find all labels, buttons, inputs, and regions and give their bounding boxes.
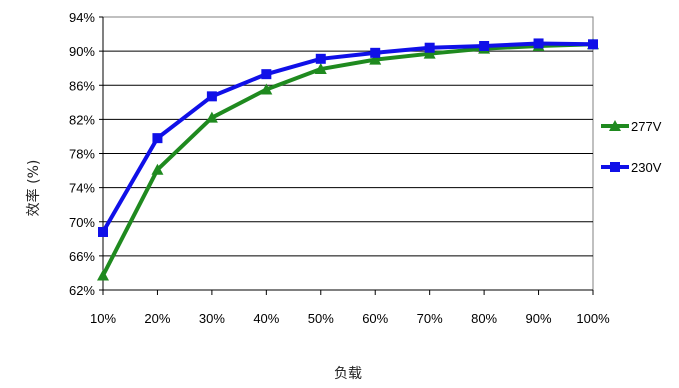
x-tick-label: 60% <box>362 311 388 326</box>
data-point <box>533 38 544 49</box>
x-tick-label: 100% <box>576 311 610 326</box>
data-point <box>97 269 109 281</box>
x-tick-label: 20% <box>144 311 170 326</box>
x-axis-title: 负载 <box>334 366 362 382</box>
x-tick-label: 90% <box>526 311 552 326</box>
data-point <box>479 41 490 52</box>
x-tick-label: 80% <box>471 311 497 326</box>
data-point <box>369 53 382 65</box>
data-point <box>206 91 217 102</box>
data-point <box>98 226 108 237</box>
data-point <box>152 133 163 144</box>
y-axis-ticks: 62% 66% 70% 74% 78% 82% 86% 90% 94% <box>69 10 104 298</box>
series-lines <box>97 38 599 281</box>
data-point <box>205 111 218 123</box>
x-tick-label: 30% <box>199 311 225 326</box>
data-point <box>261 69 272 80</box>
data-point <box>315 53 326 64</box>
y-tick-label: 78% <box>69 147 95 162</box>
legend-item: 230V <box>601 160 662 175</box>
data-point <box>151 163 164 175</box>
x-tick-label: 40% <box>253 311 279 326</box>
data-point <box>314 63 327 75</box>
y-tick-label: 90% <box>69 44 95 59</box>
y-tick-label: 70% <box>69 215 95 230</box>
legend-marker <box>609 120 621 131</box>
series-line <box>101 41 594 233</box>
y-tick-label: 62% <box>69 283 95 298</box>
series-line <box>101 42 594 277</box>
legend-label: 277V <box>631 119 662 134</box>
legend-label: 230V <box>631 160 662 175</box>
y-tick-label: 66% <box>69 249 95 264</box>
y-tick-label: 74% <box>69 181 95 196</box>
series-230V <box>98 38 598 237</box>
y-tick-label: 94% <box>69 10 95 25</box>
y-axis-title: 效率 (%) <box>25 160 42 217</box>
data-point <box>260 83 273 95</box>
legend: 277V 230V <box>601 119 662 175</box>
y-tick-label: 86% <box>69 78 95 93</box>
data-point <box>424 42 435 53</box>
x-tick-label: 10% <box>90 311 116 326</box>
y-tick-label: 82% <box>69 112 95 127</box>
legend-item: 277V <box>601 119 662 134</box>
data-point <box>588 39 598 50</box>
legend-marker <box>610 162 620 172</box>
data-point <box>423 47 436 59</box>
x-tick-label: 70% <box>417 311 443 326</box>
x-tick-label: 50% <box>308 311 334 326</box>
x-axis-ticks: 10% 20% 30% 40% 50% 60% 70% 80% 90% 100% <box>90 289 610 326</box>
data-point <box>370 47 381 58</box>
